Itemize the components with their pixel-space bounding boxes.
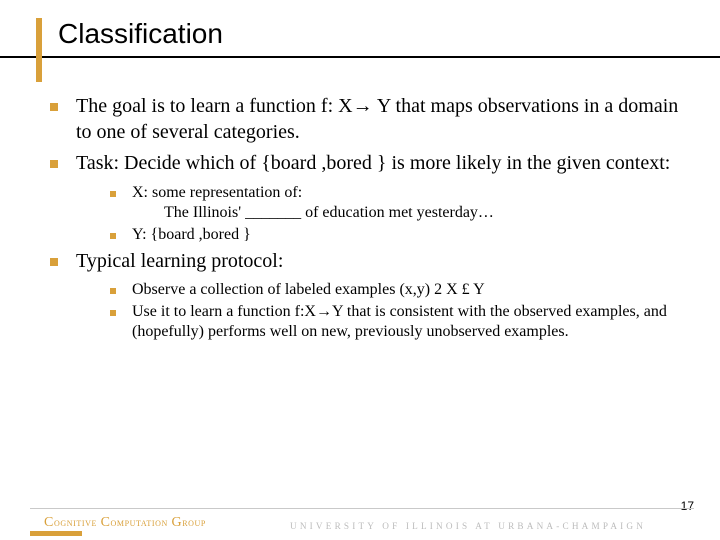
square-bullet-icon bbox=[110, 310, 116, 316]
bullet-task-text: Task: Decide which of {board ,bored } is… bbox=[76, 151, 690, 177]
bullet-x-rep: X: some representation of: The Illinois'… bbox=[110, 183, 690, 223]
arrow-icon: → bbox=[316, 303, 332, 320]
bullet-protocol: Typical learning protocol: bbox=[50, 249, 690, 275]
slide-title: Classification bbox=[58, 18, 690, 50]
bullet-learn-text-before: Use it to learn a function f:X bbox=[132, 303, 316, 320]
bullet-goal-text-before: The goal is to learn a function f: X bbox=[76, 95, 353, 117]
footer-rule bbox=[30, 508, 694, 509]
bullet-x-rep-example: The Illinois' _______ of education met y… bbox=[164, 203, 690, 223]
bullet-task: Task: Decide which of {board ,bored } is… bbox=[50, 151, 690, 177]
accent-vertical-bar bbox=[36, 18, 42, 82]
square-bullet-icon bbox=[110, 288, 116, 294]
bullet-y-set: Y: {board ,bored } bbox=[110, 225, 690, 245]
bullet-observe: Observe a collection of labeled examples… bbox=[110, 280, 690, 300]
title-underline bbox=[0, 56, 720, 58]
bullet-y-set-text: Y: {board ,bored } bbox=[132, 225, 690, 245]
square-bullet-icon bbox=[110, 233, 116, 239]
accent-horizontal-bar bbox=[30, 531, 82, 536]
square-bullet-icon bbox=[110, 191, 116, 197]
bullet-protocol-text: Typical learning protocol: bbox=[76, 249, 690, 275]
square-bullet-icon bbox=[50, 103, 58, 111]
bullet-observe-text: Observe a collection of labeled examples… bbox=[132, 280, 690, 300]
footer-university: UNIVERSITY OF ILLINOIS AT URBANA-CHAMPAI… bbox=[290, 521, 646, 531]
arrow-icon: → bbox=[353, 95, 373, 117]
slide-footer: Cognitive Computation Group UNIVERSITY O… bbox=[0, 508, 720, 540]
slide-content: The goal is to learn a function f: X→ Y … bbox=[50, 94, 690, 342]
square-bullet-icon bbox=[50, 160, 58, 168]
bullet-goal: The goal is to learn a function f: X→ Y … bbox=[50, 94, 690, 145]
square-bullet-icon bbox=[50, 258, 58, 266]
bullet-x-rep-text: X: some representation of: bbox=[132, 183, 690, 203]
bullet-learn: Use it to learn a function f:X→Y that is… bbox=[110, 302, 690, 342]
footer-group-name: Cognitive Computation Group bbox=[44, 515, 206, 531]
